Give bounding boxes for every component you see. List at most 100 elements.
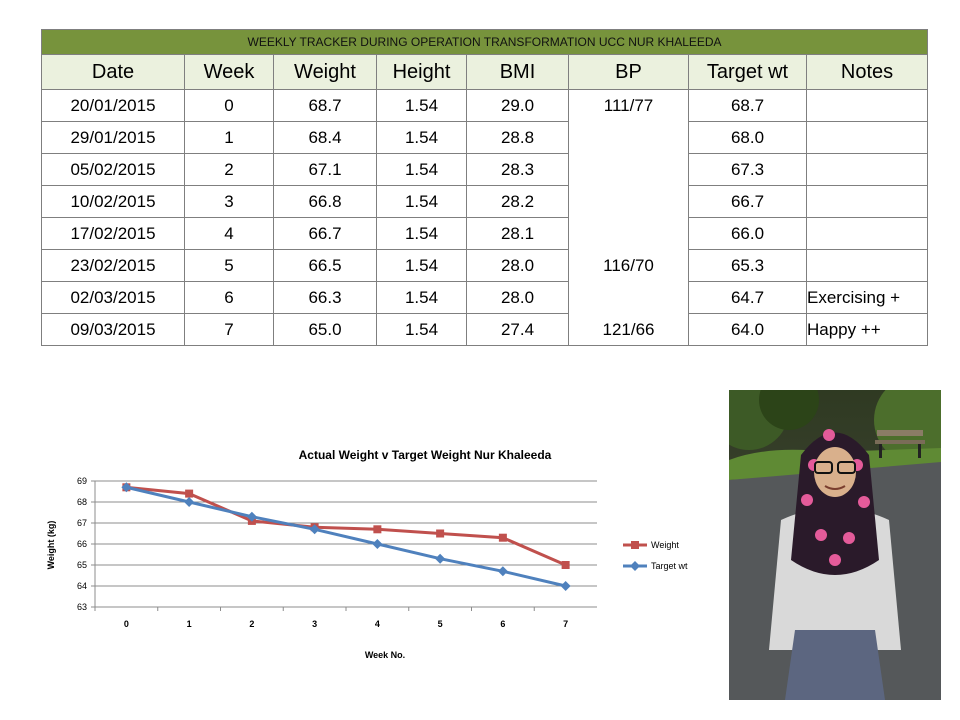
- table-cell: 09/03/2015: [41, 313, 185, 346]
- legend-label: Target wt: [651, 561, 688, 571]
- table-cell: [805, 185, 929, 218]
- series-line-1: [126, 485, 566, 588]
- table-cell: [805, 249, 929, 282]
- table-cell: 121/66: [568, 313, 689, 346]
- data-point: [497, 566, 508, 577]
- table-cell: 1.54: [376, 89, 467, 122]
- table-cell: 29/01/2015: [41, 121, 185, 154]
- table-cell: 66.0: [688, 217, 807, 250]
- chart-legend: Weight Target wt: [623, 540, 688, 571]
- table-cell: 28.2: [466, 185, 569, 218]
- column-header: Height: [376, 54, 467, 90]
- table-row: 23/02/2015 5 66.5 1.54 28.0 116/70 65.3: [41, 249, 929, 282]
- legend-marker: [630, 561, 640, 571]
- column-header: Date: [41, 54, 185, 90]
- weight-line-chart: Actual Weight v Target Weight Nur Khalee…: [46, 448, 688, 660]
- table-cell: 66.3: [273, 281, 377, 314]
- y-tick-label: 66: [77, 539, 87, 549]
- table-cell: [568, 121, 689, 154]
- x-tick-label: 7: [563, 619, 568, 629]
- table-cell: 116/70: [568, 249, 689, 282]
- data-point: [373, 525, 382, 534]
- y-axis-label: Weight (kg): [46, 521, 56, 570]
- table-cell: [805, 153, 929, 186]
- table-cell: 66.7: [273, 217, 377, 250]
- data-point: [561, 561, 570, 569]
- table-cell: [568, 281, 689, 314]
- data-point: [246, 511, 257, 522]
- table-cell: 1: [184, 121, 274, 154]
- x-tick-label: 6: [500, 619, 505, 629]
- bench-icon: [875, 430, 925, 458]
- table-cell: 1.54: [376, 217, 467, 250]
- x-tick-label: 4: [375, 619, 380, 629]
- column-header: Target wt: [688, 54, 807, 90]
- table-cell: 7: [184, 313, 274, 346]
- data-point: [185, 489, 194, 498]
- column-header: BP: [568, 54, 689, 90]
- table-cell: 1.54: [376, 185, 467, 218]
- x-axis-label: Week No.: [365, 650, 405, 660]
- table-header-row: Date Week Weight Height BMI BP Target wt Notes: [41, 54, 929, 90]
- x-tick-label: 3: [312, 619, 317, 629]
- y-axis-ticks: 63 64 65 66 67 68 69: [77, 476, 87, 612]
- table-row: 29/01/2015 1 68.4 1.54 28.8 68.0: [41, 121, 929, 154]
- table-cell: 29.0: [466, 89, 569, 122]
- table-cell: 27.4: [466, 313, 569, 346]
- table-cell: 28.0: [466, 281, 569, 314]
- table-cell: 65.0: [273, 313, 377, 346]
- table-cell: 68.7: [688, 89, 807, 122]
- table-row: 17/02/2015 4 66.7 1.54 28.1 66.0: [41, 217, 929, 250]
- column-header: Week: [184, 54, 274, 90]
- table-cell: Happy ++: [805, 313, 929, 346]
- data-point: [121, 482, 132, 493]
- table-cell: [568, 185, 689, 218]
- x-tick-label: 5: [438, 619, 443, 629]
- x-tick-label: 0: [124, 619, 129, 629]
- y-tick-label: 65: [77, 560, 87, 570]
- table-cell: [568, 217, 689, 250]
- table-cell: 0: [184, 89, 274, 122]
- table-cell: 28.0: [466, 249, 569, 282]
- x-tick-label: 2: [249, 619, 254, 629]
- x-tick-label: 1: [187, 619, 192, 629]
- table-cell: 5: [184, 249, 274, 282]
- table-cell: 6: [184, 281, 274, 314]
- data-point: [309, 524, 320, 535]
- table-cell: 05/02/2015: [41, 153, 185, 186]
- column-header: Weight: [273, 54, 377, 90]
- chart-gridlines: [91, 480, 597, 608]
- table-cell: 111/77: [568, 89, 689, 122]
- y-tick-label: 68: [77, 497, 87, 507]
- data-point: [560, 581, 571, 591]
- table-cell: 68.0: [688, 121, 807, 154]
- data-point: [436, 529, 445, 538]
- table-cell: [805, 217, 929, 250]
- table-cell: 28.3: [466, 153, 569, 186]
- table-cell: 1.54: [376, 249, 467, 282]
- table-row: 20/01/2015 0 68.7 1.54 29.0 111/77 68.7: [41, 89, 929, 122]
- table-cell: 10/02/2015: [41, 185, 185, 218]
- table-cell: 3: [184, 185, 274, 218]
- table-cell: 65.3: [688, 249, 807, 282]
- table-cell: 1.54: [376, 153, 467, 186]
- table-body: 20/01/2015 0 68.7 1.54 29.0 111/77 68.7 29/01/2…: [41, 89, 929, 346]
- table-row: 10/02/2015 3 66.8 1.54 28.2 66.7: [41, 185, 929, 218]
- table-cell: 1.54: [376, 313, 467, 346]
- data-point: [372, 539, 383, 549]
- x-axis-ticks: 0 1 2 3 4 5 6 7: [94, 607, 568, 629]
- y-tick-label: 67: [77, 518, 87, 528]
- table-cell: 68.7: [273, 89, 377, 122]
- table-cell: 66.5: [273, 249, 377, 282]
- table-cell: 66.8: [273, 185, 377, 218]
- chart-series: [121, 482, 571, 591]
- table-cell: 28.8: [466, 121, 569, 154]
- legend-marker: [631, 541, 639, 549]
- table-cell: 23/02/2015: [41, 249, 185, 282]
- legend-label: Weight: [651, 540, 679, 550]
- table-cell: 1.54: [376, 121, 467, 154]
- data-point: [498, 533, 507, 542]
- table-cell: 02/03/2015: [41, 281, 185, 314]
- table-cell: 68.4: [273, 121, 377, 154]
- table-cell: 20/01/2015: [41, 89, 185, 122]
